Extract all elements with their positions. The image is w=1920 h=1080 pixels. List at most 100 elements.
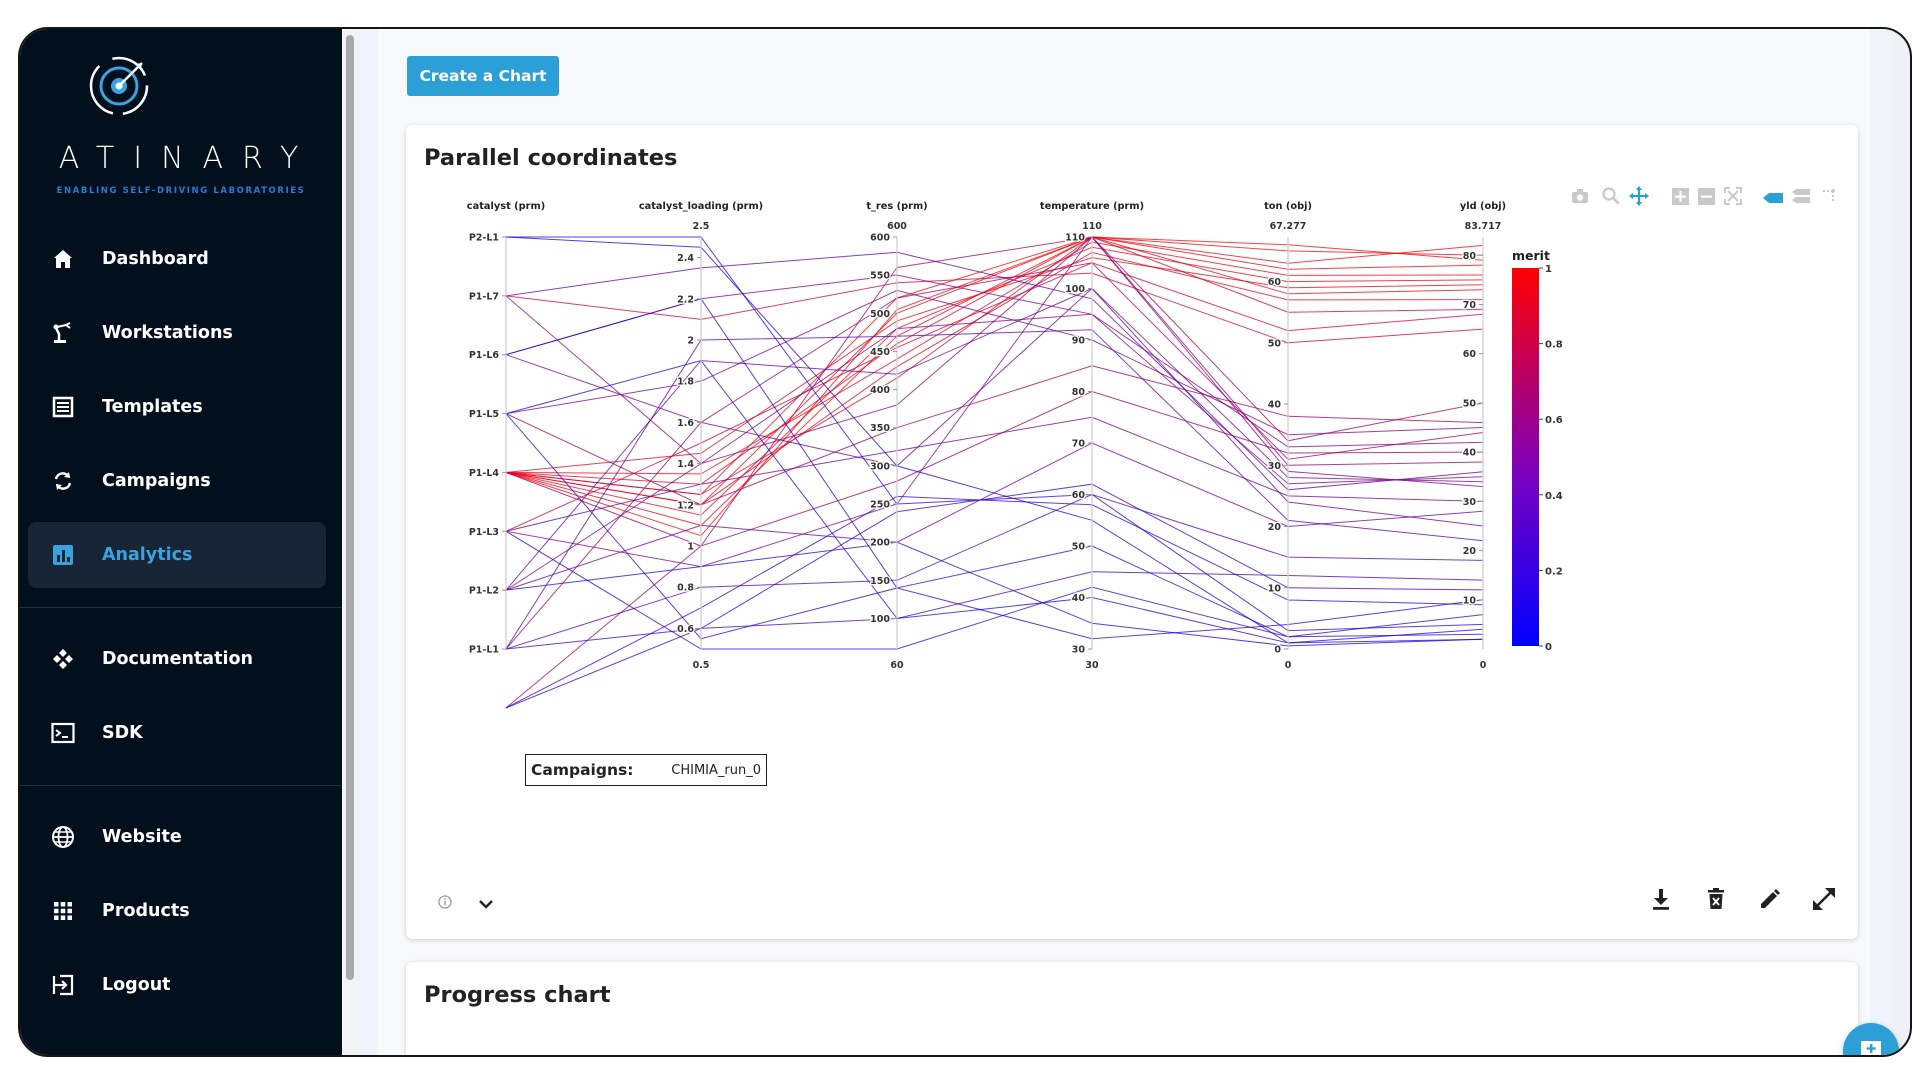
sidebar-item-documentation[interactable]: Documentation	[28, 626, 326, 692]
data-line	[505, 236, 1484, 496]
create-chart-button[interactable]: Create a Chart	[407, 56, 559, 96]
colorbar-tick-label: 0.8	[1545, 340, 1563, 351]
axis-min-label: 60	[890, 660, 904, 671]
colorbar-gradient	[1512, 268, 1539, 646]
campaigns-filter[interactable]: Campaigns: CHIMIA_run_0	[525, 754, 767, 786]
data-line	[505, 236, 1484, 526]
sidebar-item-website[interactable]: Website	[28, 804, 326, 870]
tick-label: 60	[1072, 490, 1086, 501]
tick-label: P1-L6	[469, 350, 500, 361]
data-line	[505, 313, 1484, 591]
data-line	[505, 251, 1484, 491]
chart-modebar	[1571, 186, 1846, 210]
tick-label: 500	[870, 309, 890, 320]
zoom-icon[interactable]	[1602, 187, 1620, 209]
tick-label: 150	[870, 576, 890, 587]
sidebar-item-label: Analytics	[102, 545, 193, 565]
tick-label: 2.4	[677, 253, 694, 264]
data-line	[505, 241, 1484, 475]
sidebar-scrollbar[interactable]	[342, 29, 358, 1055]
tick-label: 30	[1268, 461, 1282, 472]
tick-label: 20	[1463, 546, 1477, 557]
tick-label: P1-L5	[469, 409, 499, 420]
tick-label: 300	[870, 461, 890, 472]
data-line	[505, 289, 1484, 436]
sidebar-item-label: Templates	[102, 397, 203, 417]
colorbar-tick-label: 0.2	[1545, 566, 1563, 577]
colorbar-title: merit	[1512, 248, 1550, 263]
edit-icon[interactable]	[1758, 887, 1782, 915]
pan-icon[interactable]	[1629, 186, 1649, 210]
info-icon[interactable]	[438, 894, 452, 913]
campaigns-value: CHIMIA_run_0	[671, 762, 761, 778]
tick-label: 2	[687, 336, 694, 347]
tick-label: 0.8	[677, 583, 694, 594]
axis-min-label: 30	[1085, 660, 1099, 671]
camera-icon[interactable]	[1571, 188, 1589, 208]
data-line	[505, 530, 1484, 650]
spike-lines-icon[interactable]	[1821, 188, 1837, 208]
data-line	[505, 272, 1484, 344]
tick-label: 10	[1268, 583, 1282, 594]
tick-label: 80	[1072, 387, 1086, 398]
hover-compare-icon[interactable]	[1792, 188, 1812, 208]
expand-icon[interactable]	[1811, 886, 1837, 916]
colorbar-tick-label: 0.4	[1545, 491, 1563, 502]
tick-label: P1-L3	[469, 527, 499, 538]
tick-label: 10	[1463, 595, 1477, 606]
data-line	[505, 571, 1484, 709]
scrollbar-thumb[interactable]	[346, 35, 354, 980]
sidebar-item-dashboard[interactable]: Dashboard	[28, 226, 326, 292]
tick-label: 40	[1268, 400, 1282, 411]
delete-icon[interactable]	[1706, 887, 1726, 915]
download-icon[interactable]	[1650, 887, 1672, 915]
tick-label: 400	[870, 385, 890, 396]
sidebar-item-campaigns[interactable]: Campaigns	[28, 448, 326, 514]
hover-closest-icon[interactable]	[1763, 189, 1783, 208]
axis-max-label: 600	[887, 221, 907, 232]
sidebar-item-logout[interactable]: Logout	[28, 952, 326, 1018]
sidebar-item-products[interactable]: Products	[28, 878, 326, 944]
tick-label: 50	[1268, 338, 1282, 349]
tick-label: 40	[1072, 593, 1086, 604]
sidebar-item-workstations[interactable]: Workstations	[28, 300, 326, 366]
colorbar-tick-label: 0.6	[1545, 415, 1563, 426]
tick-label: 100	[1065, 284, 1085, 295]
sidebar-item-label: Logout	[102, 975, 171, 995]
sidebar: ATINARY ENABLING SELF-DRIVING LABORATORI…	[20, 29, 342, 1055]
brand-logo[interactable]: ATINARY ENABLING SELF-DRIVING LABORATORI…	[20, 29, 342, 204]
globe-icon	[48, 822, 78, 852]
parallel-coordinates-chart[interactable]: catalyst (prm) P2-L1 P1-L7 P1-L6 P1-L5 P1-L4 P…	[406, 197, 1858, 797]
sidebar-item-sdk[interactable]: SDK	[28, 700, 326, 766]
refresh-icon	[48, 466, 78, 496]
sidebar-item-analytics[interactable]: Analytics	[28, 522, 326, 588]
sidebar-item-label: Dashboard	[102, 249, 209, 269]
zoom-in-icon[interactable]	[1672, 187, 1689, 209]
data-line	[505, 541, 1484, 647]
progress-chart-card: Progress chart	[406, 962, 1858, 1055]
tick-label: 0	[1274, 645, 1281, 656]
grid-icon	[48, 896, 78, 926]
terminal-icon	[48, 718, 78, 748]
chevron-down-icon[interactable]	[478, 895, 494, 914]
autoscale-icon[interactable]	[1724, 187, 1742, 209]
axis-min-label: 0.5	[693, 660, 710, 671]
brand-name: ATINARY	[58, 141, 318, 176]
data-line	[505, 390, 1484, 547]
logout-icon	[48, 970, 78, 1000]
data-line	[505, 416, 1484, 532]
tick-label: 0.6	[677, 624, 694, 635]
data-line	[505, 329, 1484, 650]
tick-label: 550	[870, 271, 890, 282]
home-icon	[48, 244, 78, 274]
sidebar-item-templates[interactable]: Templates	[28, 374, 326, 440]
tick-label: 70	[1072, 439, 1086, 450]
tick-label: 90	[1072, 336, 1086, 347]
zoom-out-icon[interactable]	[1698, 187, 1715, 209]
axis-max-label: 67.277	[1270, 221, 1307, 232]
bar-chart-icon	[48, 540, 78, 570]
data-line	[505, 287, 1484, 591]
axis-title: catalyst (prm)	[467, 201, 545, 212]
tick-label: 450	[870, 347, 890, 358]
tick-label: 30	[1463, 497, 1477, 508]
